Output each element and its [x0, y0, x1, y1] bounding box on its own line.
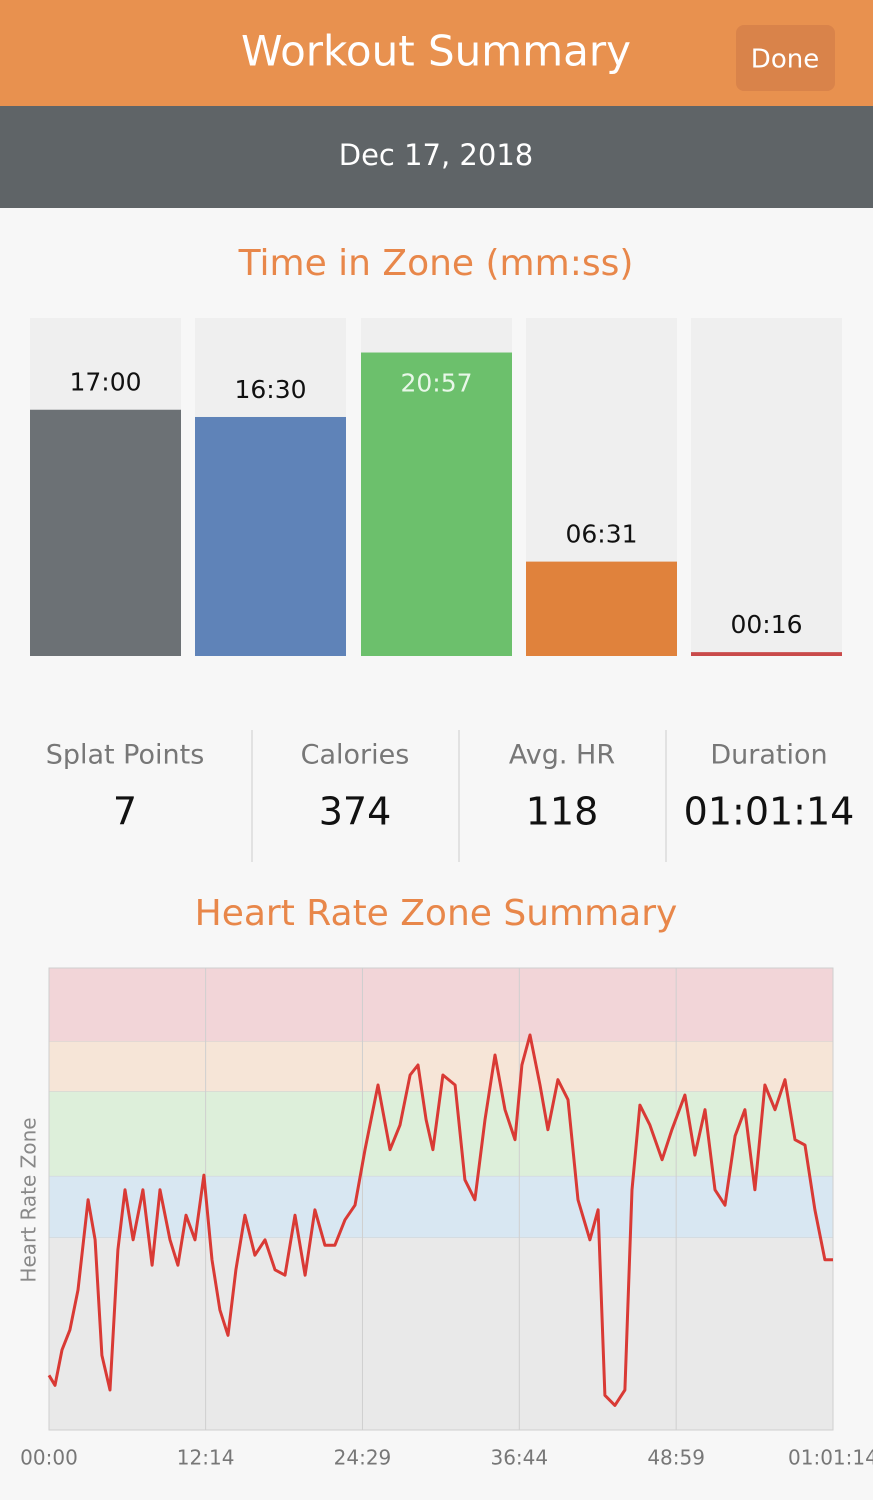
header-bar — [0, 0, 873, 106]
bar-label: 16:30 — [234, 375, 306, 404]
stat-label: Splat Points — [46, 740, 205, 771]
done-label[interactable]: Done — [751, 45, 819, 75]
stat-value: 374 — [319, 790, 392, 834]
stat-value: 7 — [113, 790, 137, 834]
x-tick-label: 36:44 — [490, 1446, 548, 1470]
bar — [361, 352, 512, 656]
zone-band — [49, 1091, 833, 1176]
section-title: Heart Rate Zone Summary — [195, 893, 678, 934]
bar — [30, 409, 181, 656]
zone-band — [49, 1237, 833, 1430]
plot-frame — [48, 967, 834, 1431]
zone-band — [49, 1175, 833, 1238]
bar-label: 06:31 — [565, 520, 637, 549]
hr-line — [47, 1033, 833, 1407]
stat-label: Calories — [301, 740, 410, 771]
bar — [526, 561, 677, 656]
zone-band — [49, 968, 833, 1042]
date-bar — [0, 106, 873, 208]
bar-label: 20:57 — [400, 369, 472, 398]
x-tick-label: 01:01:14 — [788, 1446, 873, 1470]
stat-value: 01:01:14 — [684, 790, 855, 834]
x-tick-label: 24:29 — [334, 1446, 392, 1470]
bar-track — [691, 318, 842, 656]
x-tick-label: 00:00 — [20, 1446, 78, 1470]
stat-label: Duration — [710, 740, 827, 771]
section-title: Time in Zone (mm:ss) — [238, 243, 634, 284]
stat-label: Avg. HR — [509, 740, 615, 771]
x-tick-label: 48:59 — [647, 1446, 705, 1470]
x-tick-label: 12:14 — [177, 1446, 235, 1470]
stat-value: 118 — [526, 790, 599, 834]
bar-label: 17:00 — [69, 368, 141, 397]
bar-label: 00:16 — [730, 610, 802, 639]
bar — [691, 652, 842, 656]
header-title: Workout Summary — [241, 27, 631, 76]
done-button[interactable] — [736, 25, 835, 91]
y-axis-label: Heart Rate Zone — [17, 1117, 41, 1282]
date: Dec 17, 2018 — [339, 138, 533, 172]
bar — [195, 416, 346, 656]
